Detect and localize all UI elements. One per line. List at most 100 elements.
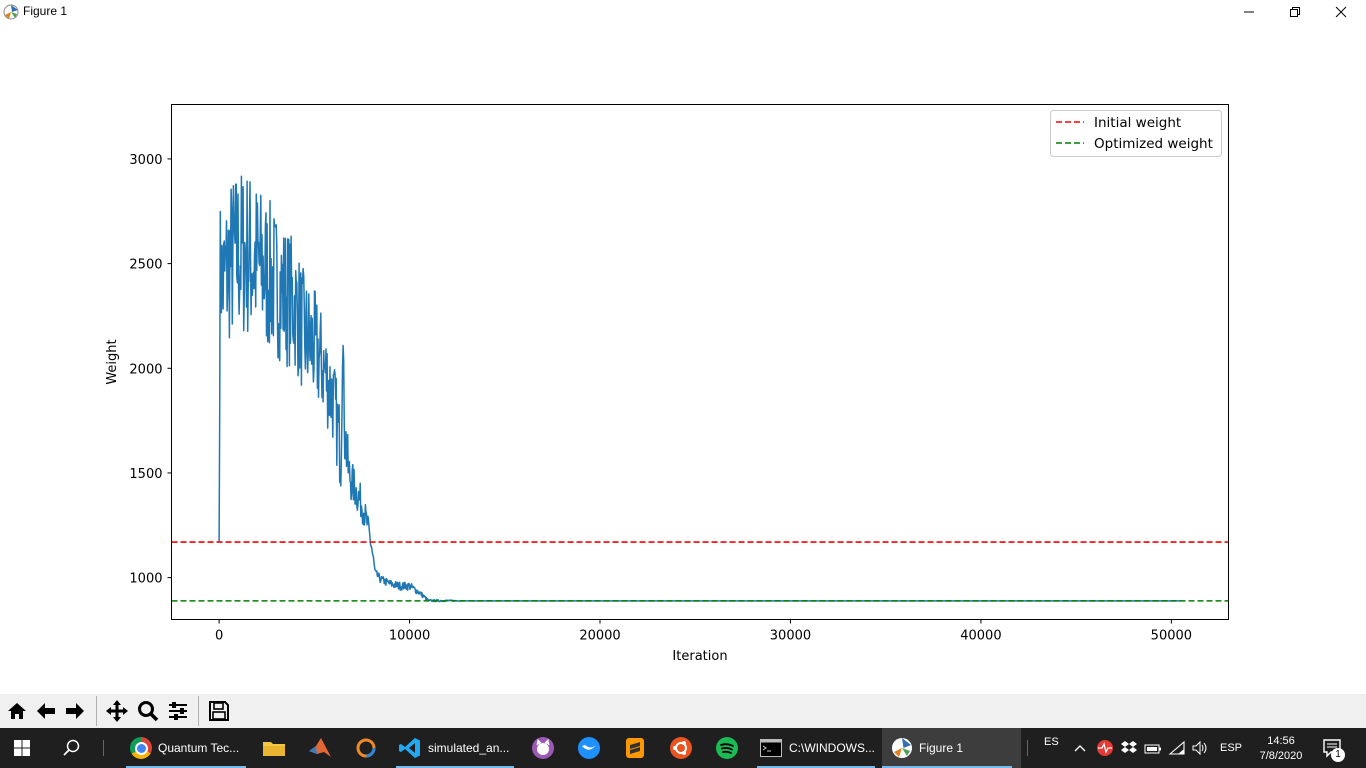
start-button[interactable] [12, 728, 32, 768]
configure-subplots-button[interactable] [164, 696, 192, 726]
taskbar: Quantum Tec... simulated_an... C:\WINDOW… [0, 728, 1366, 768]
clock-date: 7/8/2020 [1259, 749, 1303, 762]
close-icon [1335, 6, 1347, 18]
github-icon [532, 737, 554, 759]
tray-antivirus[interactable] [1096, 728, 1114, 768]
app-running-indicator [126, 766, 246, 768]
toolbar-separator [96, 696, 97, 726]
forward-icon [66, 703, 84, 719]
volume-icon [1192, 740, 1207, 756]
tray-battery[interactable] [1144, 728, 1162, 768]
taskbar-separator [103, 728, 104, 768]
taskbar-app-vscode[interactable]: simulated_an... [396, 728, 516, 768]
chart: 0 10000 20000 30000 40000 50000 1000 1500 2000 25… [105, 104, 1229, 664]
y-tick-label: 2000 [129, 362, 162, 377]
antivirus-icon [1097, 740, 1113, 756]
y-tick-label: 1000 [129, 572, 162, 587]
title-bar: Figure 1 [0, 0, 1366, 24]
zoom-button[interactable] [134, 696, 162, 726]
figure-icon [892, 738, 912, 758]
app-running-indicator [757, 766, 875, 768]
pan-button[interactable] [103, 696, 131, 726]
x-tick-label: 30000 [770, 629, 811, 644]
legend: Initial weight Optimized weight [1050, 110, 1222, 157]
back-icon [37, 703, 55, 719]
configure-subplots-icon [169, 702, 187, 720]
taskbar-app-label: Quantum Tec... [158, 741, 240, 755]
taskbar-app-origin[interactable] [354, 728, 378, 768]
close-button[interactable] [1318, 0, 1364, 24]
taskbar-app-github[interactable] [531, 728, 555, 768]
window-title: Figure 1 [23, 4, 68, 18]
search-icon [63, 739, 80, 756]
wifi-icon [1168, 740, 1185, 755]
vscode-icon [399, 738, 420, 758]
keyboard-layout[interactable]: ESP [1220, 728, 1242, 768]
clock-time: 14:56 [1267, 734, 1295, 747]
tray-network[interactable] [1168, 728, 1188, 768]
chevron-up-icon [1074, 745, 1086, 752]
language-label: ES [1044, 736, 1059, 748]
y-tick-label: 2500 [129, 258, 162, 273]
taskbar-app-label: C:\WINDOWS... [789, 741, 875, 755]
taskbar-separator [1027, 728, 1028, 768]
taskbar-app-ubuntu[interactable] [669, 728, 693, 768]
minimize-button[interactable] [1226, 0, 1272, 24]
taskbar-app-explorer[interactable] [262, 728, 286, 768]
zoom-icon [138, 701, 159, 722]
notification-badge: 1 [1331, 748, 1345, 762]
taskbar-app-swift[interactable] [577, 728, 601, 768]
save-button[interactable] [205, 696, 233, 726]
tray-dropbox[interactable] [1120, 728, 1138, 768]
spotify-icon [716, 737, 738, 759]
battery-icon [1144, 744, 1161, 754]
clock[interactable]: 14:56 7/8/2020 [1252, 728, 1310, 768]
forward-button[interactable] [61, 696, 89, 726]
x-tick-label: 40000 [960, 629, 1001, 644]
dropbox-icon [1121, 741, 1137, 753]
x-tick-label: 10000 [389, 629, 430, 644]
pan-icon [106, 700, 128, 722]
weight-series-line [218, 175, 1182, 603]
legend-initial-label: Initial weight [1094, 115, 1181, 131]
swift-icon [578, 737, 600, 759]
restore-icon [1290, 7, 1300, 17]
x-tick-label: 0 [215, 629, 223, 644]
x-tick-label: 50000 [1151, 629, 1192, 644]
legend-optimized-label: Optimized weight [1094, 136, 1213, 152]
minimize-icon [1244, 11, 1254, 13]
save-icon [209, 701, 229, 721]
home-icon [8, 703, 26, 719]
axes-frame [171, 104, 1229, 620]
taskbar-app-spotify[interactable] [715, 728, 739, 768]
taskbar-app-label: Figure 1 [919, 741, 964, 755]
taskbar-app-cmd[interactable]: C:\WINDOWS... [757, 728, 878, 768]
navigation-toolbar [0, 694, 1366, 728]
figure-canvas[interactable]: 0 10000 20000 30000 40000 50000 1000 1500 2000 25… [0, 24, 1366, 694]
show-hidden-icons-button[interactable] [1073, 728, 1087, 768]
taskbar-app-figure[interactable]: Figure 1 [882, 728, 1021, 768]
toolbar-separator [198, 696, 199, 726]
taskbar-app-label: simulated_an... [428, 741, 510, 755]
origin-icon [356, 738, 376, 758]
figure-app-icon [3, 4, 19, 20]
app-active-indicator [882, 766, 1012, 768]
search-button[interactable] [62, 728, 82, 768]
y-tick-label: 1500 [129, 467, 162, 482]
restore-button[interactable] [1272, 0, 1318, 24]
taskbar-app-matlab[interactable] [308, 728, 332, 768]
home-button[interactable] [3, 696, 31, 726]
windows-icon [14, 740, 30, 756]
taskbar-app-sublime[interactable] [623, 728, 647, 768]
language-indicator[interactable]: ES [1044, 728, 1059, 768]
tray-volume[interactable] [1191, 728, 1211, 768]
taskbar-app-chrome[interactable]: Quantum Tec... [126, 728, 250, 768]
matlab-icon [309, 738, 331, 757]
cmd-icon [760, 739, 782, 757]
chrome-icon [130, 737, 152, 759]
action-center-button[interactable]: 1 [1322, 728, 1345, 768]
x-tick-label: 20000 [579, 629, 620, 644]
app-running-indicator [396, 766, 514, 768]
back-button[interactable] [32, 696, 60, 726]
folder-icon [263, 742, 285, 756]
